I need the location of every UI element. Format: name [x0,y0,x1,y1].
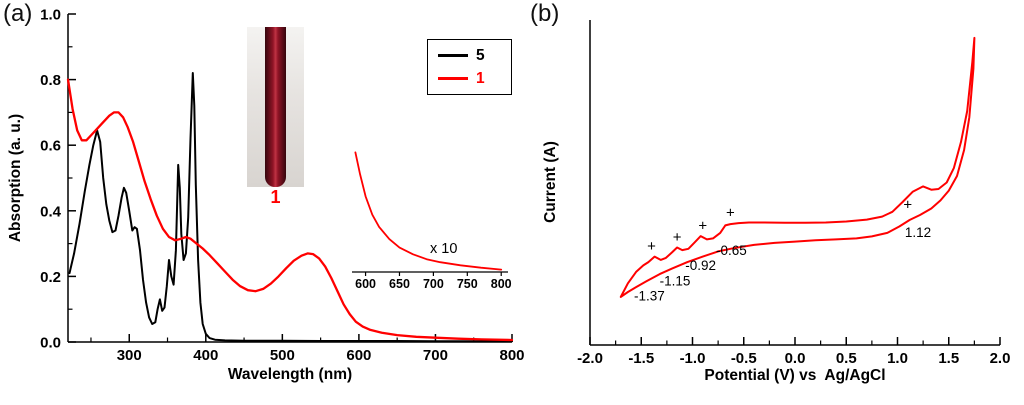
b-y-axis-title: Current (A) [542,141,559,223]
inset-x-tick-label: 750 [457,277,478,291]
legend: 5 1 [427,39,512,95]
inset-scale-label: x 10 [430,241,458,257]
x-tick-label: 1.0 [887,350,908,367]
inset-x-tick-label: 600 [355,277,376,291]
legend-line-sample-black [438,54,468,57]
inset-x-tick-label: 700 [423,277,444,291]
panel-b-label: (b) [530,0,560,27]
absorption-inset-plot: 600 650 700 750 800 [352,151,512,291]
y-tick-label: 0.4 [40,203,62,220]
x-tick-label: 700 [423,347,448,364]
legend-entry-1: 1 [438,67,501,90]
series-1 [66,78,514,342]
b-x-axis-title: Potential (V) vs Ag/AgCl [704,367,886,384]
x-tick-label: -2.0 [577,350,603,367]
absorption-plot: 300 400 500 600 700 800 0.0 0.2 0.4 0.6 0.8 1.0 [40,7,524,365]
a-x-axis-title: Wavelength (nm) [227,366,353,383]
y-tick-label: 1.0 [40,7,61,24]
sample-photo [247,27,304,187]
peak-marker: + [673,229,682,246]
peak-potential-label: -0.65 [716,243,747,258]
x-tick-label: 1.5 [938,350,959,367]
y-tick-label: 0.0 [40,335,61,352]
sample-photo-label: 1 [270,187,281,207]
legend-line-sample-red [438,77,468,80]
y-tick-label: 0.8 [40,72,61,89]
peak-potential-label: -1.37 [634,288,665,303]
x-tick-label: -0.5 [731,350,757,367]
cuvette-tube [265,27,286,187]
peak-potential-label: -1.15 [660,273,691,288]
peak-potential-label: -0.92 [685,258,716,273]
x-tick-label: 400 [193,347,218,364]
inset-x-tick-label: 800 [491,277,512,291]
y-tick-label: 0.6 [40,138,61,155]
x-tick-label: 600 [346,347,371,364]
series-1 (x10) [354,151,503,271]
y-tick-label: 0.2 [40,269,61,286]
peak-marker: + [698,217,707,234]
x-tick-label: 300 [117,347,142,364]
inset-x-tick-label: 650 [389,277,410,291]
x-tick-label: 500 [270,347,295,364]
legend-label-5: 5 [476,46,485,64]
x-tick-label: 2.0 [990,350,1011,367]
x-tick-label: 0.0 [785,350,806,367]
peak-potential-label: 1.12 [905,225,931,240]
legend-entry-5: 5 [438,44,501,67]
x-tick-label: 0.5 [836,350,857,367]
x-tick-label: -1.5 [628,350,654,367]
x-tick-label: 800 [499,347,524,364]
cv-plot: -2.0 -1.5 -1.0 -0.5 0.0 0.5 1.0 1.5 2.0 + -1.37 + -1… [577,20,1010,367]
legend-label-1: 1 [476,69,485,87]
peak-marker: + [903,196,912,213]
peak-marker: + [647,238,656,255]
series-5 [68,72,513,343]
peak-marker: + [726,204,735,221]
a-y-axis-title: Absorption (a. u.) [7,113,24,243]
x-tick-label: -1.0 [680,350,706,367]
series-1 [619,36,976,298]
panel-a-label: (a) [3,0,33,27]
